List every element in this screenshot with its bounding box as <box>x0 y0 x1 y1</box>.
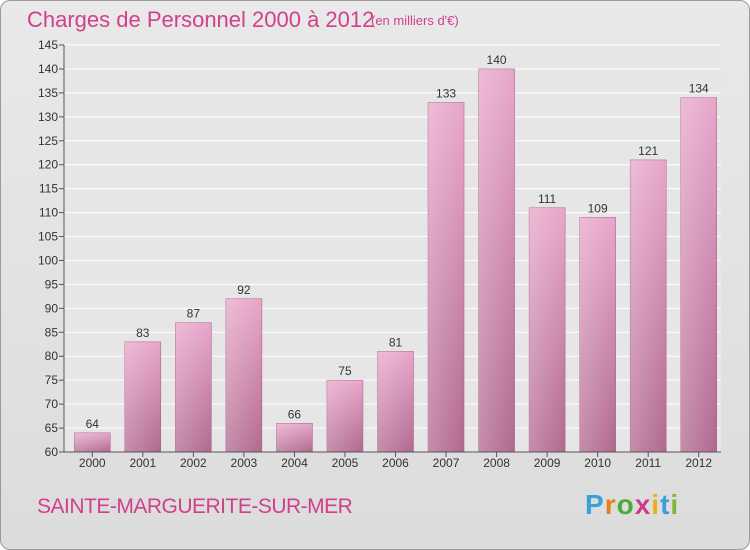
logo-letter: x <box>634 489 652 520</box>
x-tick-label: 2007 <box>433 456 460 470</box>
y-tick-label: 105 <box>38 230 58 244</box>
y-tick-label: 60 <box>45 445 59 459</box>
logo-letter: i <box>670 489 680 520</box>
x-axis: 2000 2001 2002 2003 2004 2005 2006 2007 2008 2009… <box>64 451 721 470</box>
proxiti-logo: Proxiti <box>585 489 679 521</box>
y-tick-label: 140 <box>38 62 58 76</box>
bar-highlight-2008 <box>478 68 515 453</box>
x-tick-label: 2011 <box>635 456 661 470</box>
y-tick-label: 70 <box>45 397 59 411</box>
bar-highlight-2006 <box>377 351 414 452</box>
y-tick-label: 110 <box>39 206 58 220</box>
bar-highlight-2003 <box>225 298 262 452</box>
data-label-2004: 66 <box>288 407 302 421</box>
logo-letter: o <box>616 489 635 520</box>
bars: 64 83 87 92 66 75 81 133 140 111 109 121 134 <box>74 53 717 453</box>
bar-highlight-2009 <box>529 207 566 452</box>
logo-letter: P <box>585 489 605 520</box>
x-tick-label: 2004 <box>281 456 308 470</box>
bar-highlight-2002 <box>175 322 212 452</box>
logo-letter: t <box>660 489 671 520</box>
y-tick-label: 90 <box>45 301 59 315</box>
y-tick-label: 145 <box>38 38 58 52</box>
y-tick-label: 130 <box>38 110 58 124</box>
logo-letter: i <box>651 489 661 520</box>
y-tick-label: 115 <box>39 182 58 196</box>
y-tick-label: 95 <box>45 277 59 291</box>
y-tick-label: 85 <box>45 325 59 339</box>
bar-highlight-2011 <box>630 159 667 452</box>
x-tick-label: 2000 <box>79 456 106 470</box>
bar-highlight-2001 <box>124 341 161 452</box>
y-tick-label: 80 <box>45 349 59 363</box>
y-tick-label: 100 <box>38 253 58 267</box>
logo-letter: r <box>604 489 617 520</box>
chart-subtitle: (en milliers d'€) <box>371 13 459 28</box>
data-label-2009: 111 <box>538 192 557 206</box>
chart-title: Charges de Personnel 2000 à 2012 <box>27 7 375 32</box>
x-tick-label: 2003 <box>231 456 258 470</box>
y-tick-label: 65 <box>45 421 59 435</box>
x-tick-label: 2001 <box>129 456 156 470</box>
data-label-2007: 133 <box>436 86 456 100</box>
x-tick-label: 2008 <box>483 456 510 470</box>
y-tick-label: 125 <box>38 134 58 148</box>
data-label-2006: 81 <box>389 335 403 349</box>
y-tick-label: 135 <box>38 86 58 100</box>
x-tick-label: 2005 <box>332 456 359 470</box>
data-label-2001: 83 <box>136 326 150 340</box>
data-label-2003: 92 <box>237 283 251 297</box>
bar-highlight-2004 <box>276 423 313 452</box>
bar-highlight-2000 <box>74 432 111 452</box>
x-tick-label: 2002 <box>180 456 207 470</box>
commune-name: SAINTE-MARGUERITE-SUR-MER <box>37 495 353 518</box>
y-tick-label: 75 <box>45 373 59 387</box>
bar-highlight-2007 <box>428 102 465 452</box>
bar-highlight-2010 <box>579 217 616 452</box>
y-axis: 60 65 70 75 80 85 90 95 100 105 110 115 120 125 130 135… <box>38 38 65 459</box>
data-label-2000: 64 <box>86 417 100 431</box>
data-label-2005: 75 <box>338 364 352 378</box>
x-tick-label: 2006 <box>382 456 409 470</box>
data-label-2011: 121 <box>638 144 658 158</box>
x-tick-label: 2010 <box>584 456 611 470</box>
data-label-2008: 140 <box>487 53 507 67</box>
data-label-2002: 87 <box>187 307 201 321</box>
data-label-2012: 134 <box>689 82 709 96</box>
y-tick-label: 120 <box>38 158 58 172</box>
x-tick-label: 2009 <box>534 456 561 470</box>
data-label-2010: 109 <box>588 201 608 215</box>
bar-highlight-2012 <box>680 97 717 452</box>
bar-highlight-2005 <box>326 380 363 452</box>
x-tick-label: 2012 <box>685 456 712 470</box>
